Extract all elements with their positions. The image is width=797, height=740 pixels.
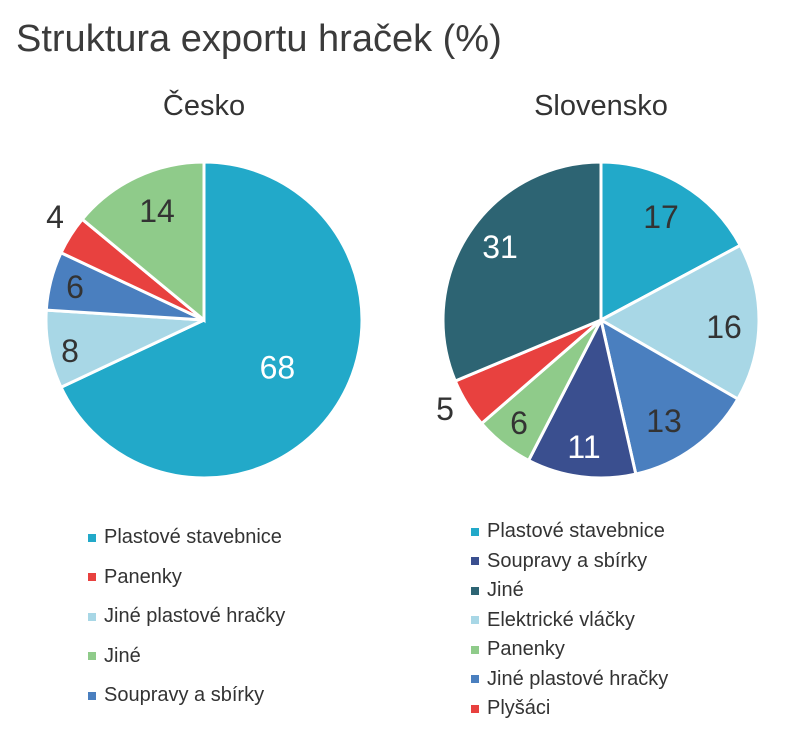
- pie-data-label-slovensko-5: 5: [436, 391, 454, 427]
- pie-data-label-slovensko-1: 16: [706, 309, 742, 345]
- pie-data-label-cesko-3: 4: [46, 199, 64, 235]
- legend-swatch: [471, 527, 479, 536]
- legend-item-slovensko-6: Plyšáci: [471, 697, 550, 720]
- legend-label: Soupravy a sbírky: [104, 684, 265, 706]
- legend-swatch: [471, 616, 479, 624]
- legend-label: Soupravy a sbírky: [487, 549, 648, 572]
- pie-data-label-slovensko-4: 6: [510, 405, 528, 441]
- legend-label: Jiné plastové hračky: [487, 667, 669, 690]
- legend-item-slovensko-4: Panenky: [471, 638, 565, 661]
- legend-swatch: [88, 691, 96, 700]
- legend-item-cesko-1: Panenky: [88, 566, 182, 589]
- chart-main-title: Struktura exportu hraček (%): [16, 18, 502, 60]
- legend-item-cesko-3: Jiné: [88, 645, 141, 668]
- legend-item-slovensko-2: Jiné: [471, 579, 524, 602]
- pie-title-cesko: Česko: [162, 90, 246, 122]
- legend-swatch: [471, 586, 479, 595]
- pie-slice-slovensko-3: [526, 315, 638, 480]
- pie-slice-slovensko-2: [598, 316, 740, 476]
- pie-data-label-cesko-2: 6: [66, 269, 84, 305]
- pie-data-label-slovensko-3: 11: [567, 429, 600, 465]
- legend-swatch: [471, 675, 479, 683]
- pie-slice-cesko-0: [59, 160, 364, 480]
- pie-data-label-cesko-0: 68: [260, 350, 296, 386]
- pie-data-label-cesko-1: 8: [61, 333, 79, 369]
- legend-label: Panenky: [487, 638, 565, 660]
- pie-data-label-cesko-4: 14: [139, 193, 175, 229]
- legend-item-slovensko-5: Jiné plastové hračky: [471, 668, 668, 691]
- pie-slice-slovensko-0: [599, 160, 743, 323]
- legend-item-cesko-2: Jiné plastové hračky: [88, 605, 285, 628]
- legend-label: Jiné: [104, 644, 141, 667]
- legend-swatch: [88, 573, 96, 581]
- pie-slovensko: 17 16 13 11 6 5 31: [436, 160, 761, 480]
- legend-item-slovensko-0: Plastové stavebnice: [471, 520, 665, 543]
- pie-data-label-slovensko-2: 13: [646, 403, 682, 439]
- pie-slice-slovensko-6: [441, 160, 603, 384]
- pie-slice-cesko-4: [80, 160, 206, 324]
- legend-item-cesko-0: Plastové stavebnice: [88, 526, 282, 549]
- pie-data-label-slovensko-6: 31: [482, 229, 518, 265]
- legend-item-cesko-4: Soupravy a sbírky: [88, 684, 264, 707]
- legend-swatch: [471, 704, 479, 713]
- legend-label: Panenky: [104, 565, 182, 588]
- pie-slice-slovensko-1: [597, 243, 761, 402]
- legend-label: Jiné plastové hračky: [104, 605, 286, 627]
- pie-data-label-slovensko-0: 17: [643, 199, 679, 235]
- pie-cesko: 68 8 64 14: [44, 160, 364, 480]
- legend-swatch: [471, 557, 479, 565]
- pie-title-slovensko: Slovensko: [534, 90, 668, 122]
- legend-label: Jiné: [487, 579, 524, 601]
- legend-item-slovensko-1: Soupravy a sbírky: [471, 550, 647, 573]
- legend-swatch: [88, 612, 96, 621]
- legend-swatch: [88, 533, 96, 542]
- legend-label: Plastové stavebnice: [104, 526, 282, 548]
- legend-item-slovensko-3: Elektrické vláčky: [471, 609, 635, 632]
- legend-swatch: [471, 645, 479, 654]
- legend-label: Plyšáci: [487, 697, 551, 719]
- legend-label: Elektrické vláčky: [487, 608, 635, 631]
- legend-swatch: [88, 652, 96, 660]
- legend-label: Plastové stavebnice: [487, 520, 665, 542]
